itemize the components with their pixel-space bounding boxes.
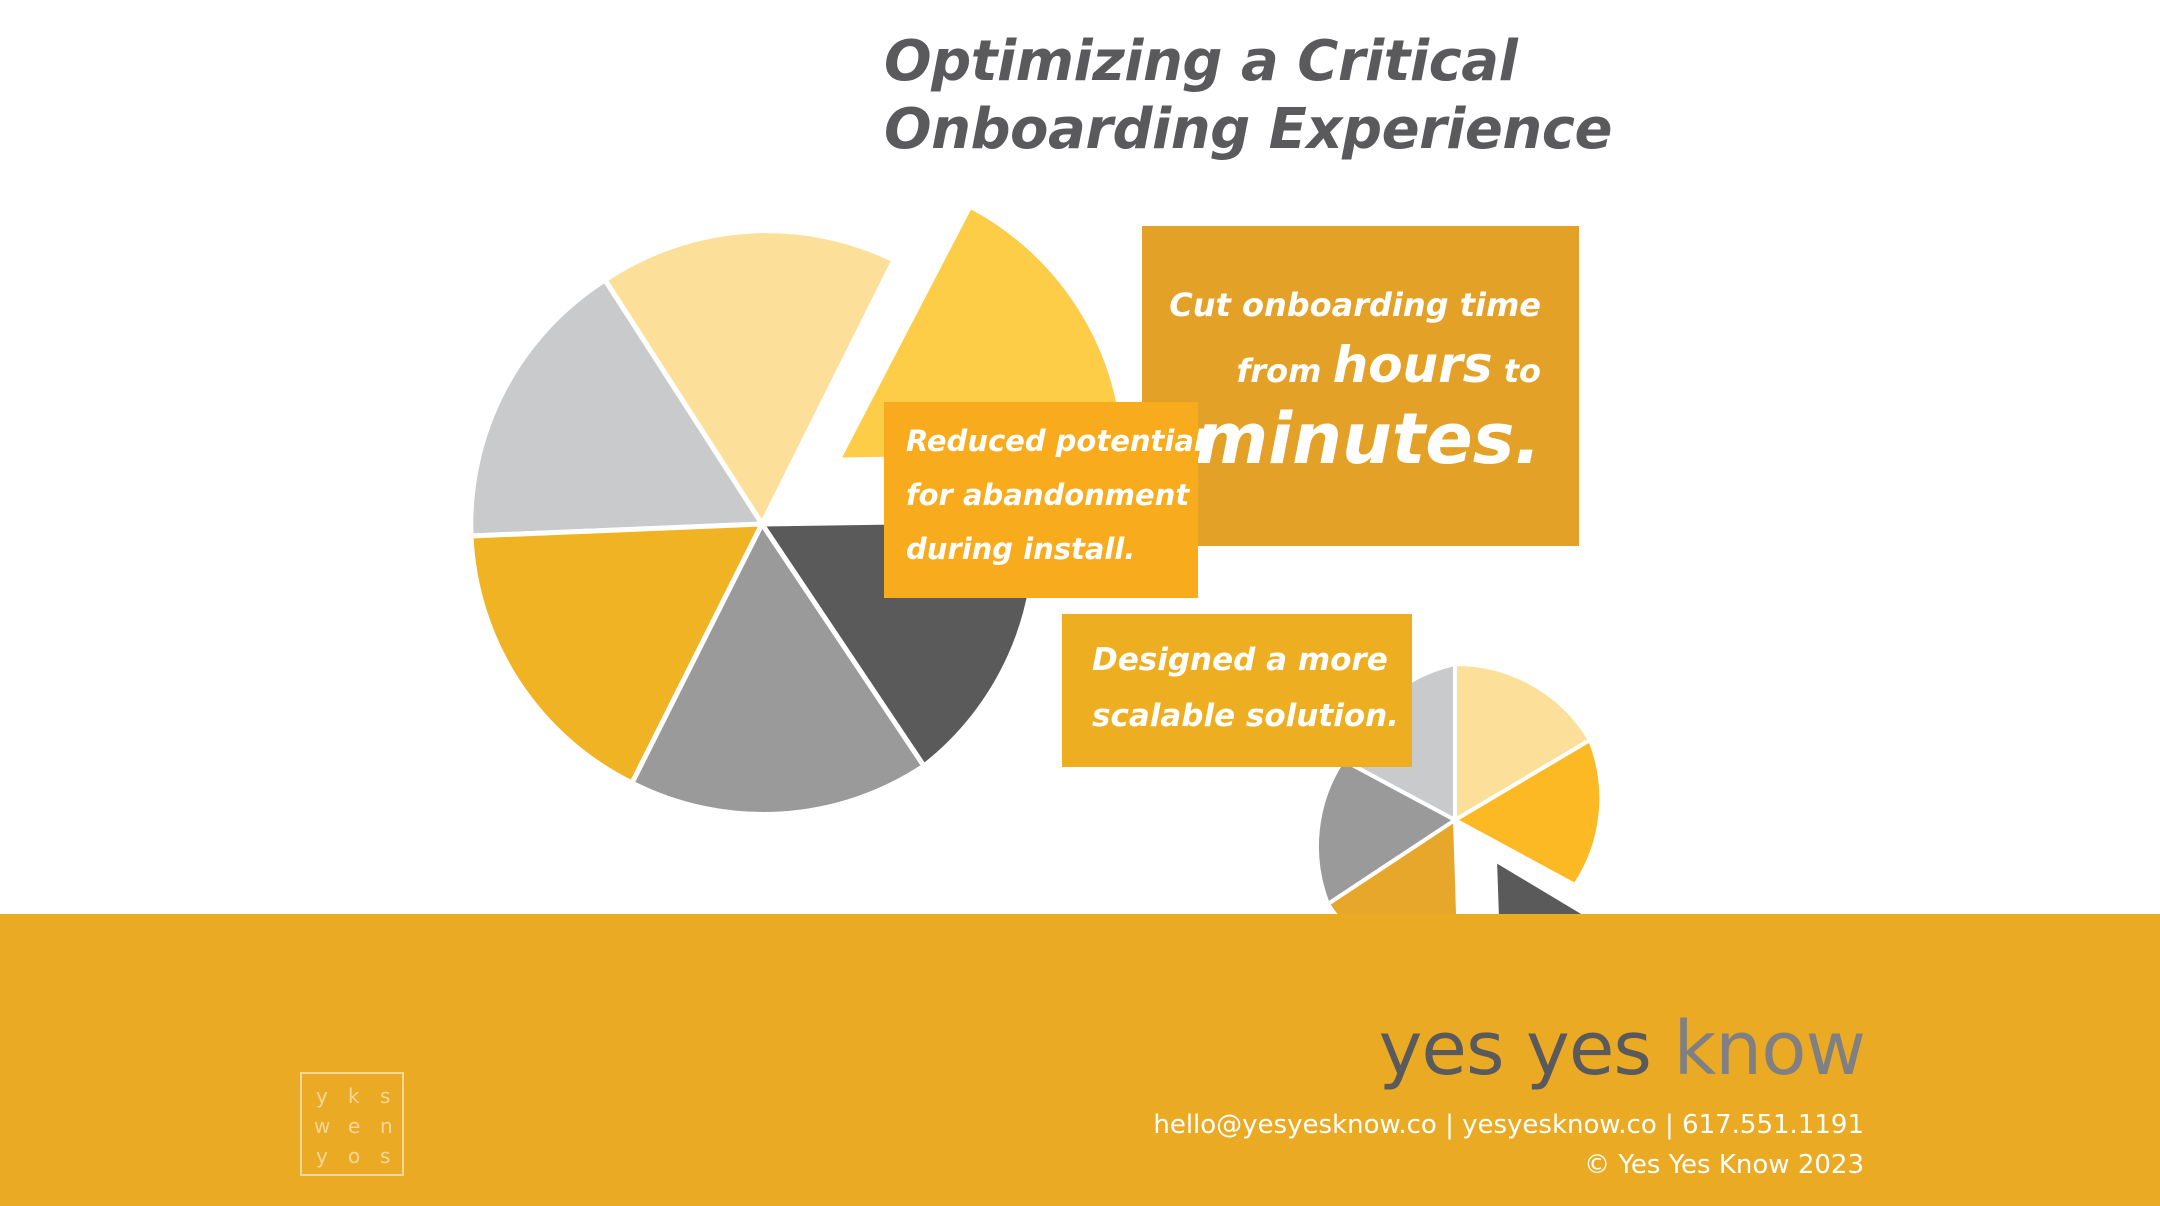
copyright: © Yes Yes Know 2023 <box>1584 1150 1864 1180</box>
footer-band: y k s w e n y o s yes yes know hello@yes… <box>0 914 2160 1206</box>
callout-abandon-line-2: for abandonment <box>906 478 1190 512</box>
large-pie <box>468 202 1128 817</box>
large-pie-slice-light-gray <box>468 276 767 539</box>
logo-letter: y <box>316 1084 328 1108</box>
small-pie-slice-mid-gray <box>1314 757 1459 908</box>
callout-time-line-1: Cut onboarding time <box>1169 286 1541 324</box>
callout-time-from: from <box>1236 352 1333 390</box>
callout-scalable: Designed a more scalable solution. <box>1062 614 1412 767</box>
small-pie <box>1314 661 1604 914</box>
callout-abandon-line-3: during install. <box>906 532 1136 566</box>
callout-onboarding-time: Cut onboarding time from hours to minute… <box>1142 226 1579 546</box>
callout-time-line-2: from hours to <box>1236 336 1541 394</box>
small-pie-slice-gold-bottom <box>1325 816 1461 914</box>
brand-know: know <box>1673 1006 1866 1092</box>
callout-time-minutes: minutes. <box>1195 398 1541 480</box>
logo-letter: n <box>380 1114 393 1138</box>
logo-letter: e <box>348 1114 361 1138</box>
callout-time-hours: hours <box>1332 336 1493 394</box>
brand-wordmark: yes yes know <box>1378 1006 1866 1092</box>
contact-info: hello@yesyesknow.co | yesyesknow.co | 61… <box>1153 1110 1864 1140</box>
large-pie-slice-gold-left <box>468 521 767 787</box>
page-title: Optimizing a Critical Onboarding Experie… <box>884 28 1612 164</box>
title-line-1: Optimizing a Critical <box>884 29 1518 94</box>
small-pie-slice-gold <box>1450 737 1604 888</box>
pie-illustration <box>468 202 1604 914</box>
callout-scalable-line-1: Designed a more <box>1092 642 1388 678</box>
callout-scalable-line-2: scalable solution. <box>1092 698 1399 734</box>
brand-yes-yes: yes yes <box>1378 1006 1674 1092</box>
callout-abandon-line-1: Reduced potential <box>906 424 1204 458</box>
large-pie-slice-mid-gray <box>628 519 928 817</box>
small-pie-slice-dark-gray <box>1492 856 1589 914</box>
logo-letter: o <box>348 1144 361 1168</box>
callout-time-to: to <box>1492 352 1541 390</box>
yes-yes-know-logo-mark: y k s w e n y o s <box>300 1072 404 1176</box>
logo-letter: w <box>314 1114 331 1138</box>
large-pie-slice-pale-yellow <box>601 228 898 530</box>
logo-letter: k <box>348 1084 360 1108</box>
callout-abandonment: Reduced potential for abandonment during… <box>884 402 1204 598</box>
logo-letter: s <box>380 1144 391 1168</box>
logo-letter: y <box>316 1144 328 1168</box>
logo-letter: s <box>380 1084 391 1108</box>
small-pie-slice-pale-yellow <box>1453 661 1593 824</box>
title-line-2: Onboarding Experience <box>884 97 1612 162</box>
